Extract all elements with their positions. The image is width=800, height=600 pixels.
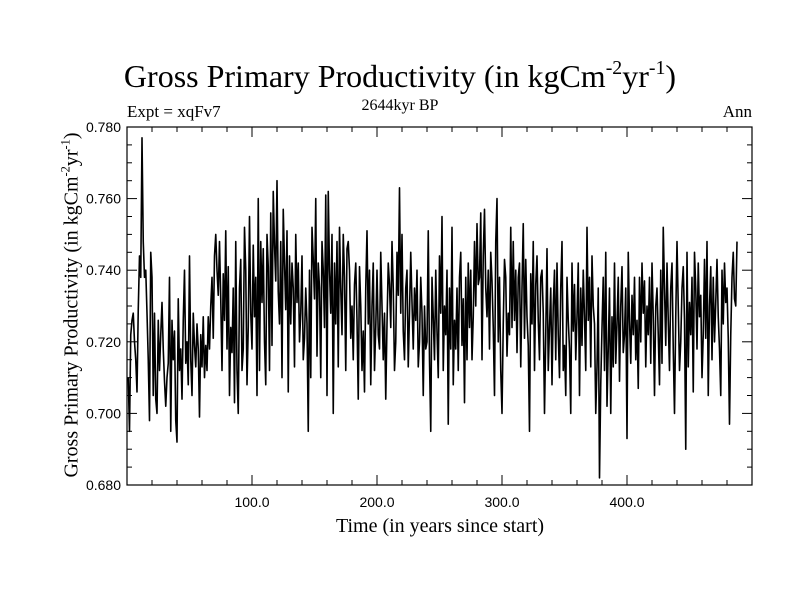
y-label-exponent-2: -1 (58, 139, 73, 150)
series-line (127, 136, 738, 479)
y-tick-label: 0.680 (86, 477, 121, 493)
title-end: ) (665, 58, 677, 94)
y-axis-label: Gross Primary Productivity (in kgCm-2yr-… (58, 132, 84, 478)
x-tick-label: 100.0 (234, 494, 269, 510)
title-exponent-1: -2 (605, 57, 623, 80)
experiment-label: Expt = xqFv7 (127, 102, 221, 121)
y-tick-label: 0.720 (86, 334, 121, 350)
y-label-main: Gross Primary Productivity (in kgCm (60, 176, 83, 478)
y-label-end: ) (60, 132, 83, 140)
y-tick-label: 0.780 (86, 119, 121, 135)
title-main: Gross Primary Productivity (in kgCm (123, 58, 606, 94)
y-label-mid: yr (60, 149, 83, 167)
y-tick-label: 0.740 (86, 262, 121, 278)
y-label-exponent-1: -2 (58, 166, 73, 177)
x-axis-label: Time (in years since start) (335, 515, 545, 537)
y-tick-label: 0.760 (86, 191, 121, 207)
title-mid: yr (622, 58, 649, 94)
period-label: 2644kyr BP (361, 97, 439, 114)
x-tick-label: 300.0 (484, 494, 519, 510)
x-tick-label: 400.0 (609, 494, 644, 510)
season-label: Ann (722, 102, 752, 121)
y-tick-label: 0.700 (86, 405, 121, 421)
x-tick-label: 200.0 (359, 494, 394, 510)
title-exponent-2: -1 (648, 57, 666, 80)
chart-title: Gross Primary Productivity (in kgCm-2yr-… (0, 58, 800, 95)
